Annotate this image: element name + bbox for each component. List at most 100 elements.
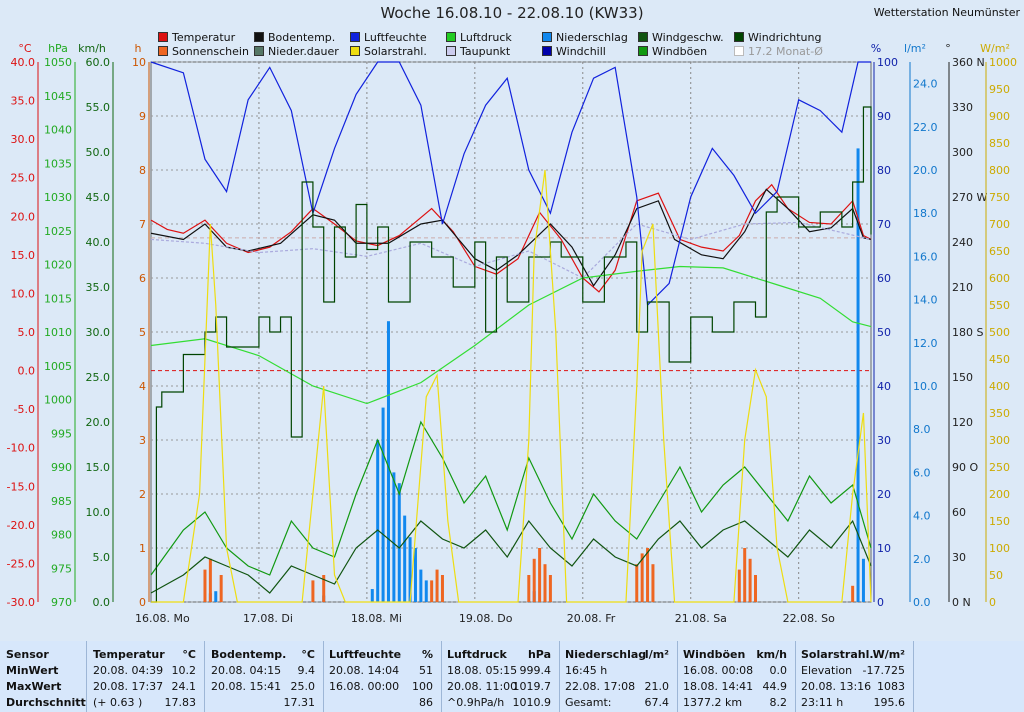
- stats-cell-value: 9.4: [297, 664, 316, 677]
- bar-Sonnenschein: [435, 569, 439, 602]
- stats-cell-label: 22.08. 17:08: [565, 680, 636, 693]
- series-Windgeschw.: [150, 519, 872, 594]
- axis-tick-wind: 50.0: [86, 146, 111, 159]
- legend-item[interactable]: Luftfeuchte: [350, 31, 427, 45]
- axis-tick-temp: -15.0: [7, 480, 35, 493]
- x-tick-label: 16.08. Mo: [135, 612, 190, 625]
- legend-item[interactable]: Sonnenschein: [158, 45, 249, 59]
- bar-Niederschlag: [408, 537, 412, 602]
- axis-tick-hours: 5: [139, 326, 146, 339]
- legend-swatch: [350, 32, 360, 42]
- legend-item[interactable]: Taupunkt: [446, 45, 510, 59]
- axis-tick-direction: 210: [952, 281, 973, 294]
- legend-swatch: [446, 46, 456, 56]
- axis-tick-solar: 850: [989, 137, 1010, 150]
- stats-cell-value: 10.2: [171, 664, 197, 677]
- axis-tick-pressure: 970: [51, 596, 72, 609]
- axis-tick-humidity: 90: [877, 110, 891, 123]
- stats-header: Niederschlag: [565, 648, 647, 661]
- stats-cell-label: 18.08. 14:41: [683, 680, 754, 693]
- axis-tick-solar: 100: [989, 542, 1010, 555]
- legend-swatch: [638, 32, 648, 42]
- axis-tick-temp: -30.0: [7, 596, 35, 609]
- stats-cell-label: 16.08. 00:00: [329, 680, 400, 693]
- stats-cell-label: 20.08. 04:39: [93, 664, 164, 677]
- legend-swatch: [158, 46, 168, 56]
- legend-item[interactable]: Windchill: [542, 45, 606, 59]
- legend-item[interactable]: Temperatur: [158, 31, 235, 45]
- axis-tick-pressure: 980: [51, 529, 72, 542]
- axis-unit-rain: l/m²: [904, 42, 926, 55]
- stats-cell-value: 1010.9: [512, 696, 552, 709]
- legend-label: 17.2 Monat-Ø: [748, 45, 823, 58]
- series-Solarstrahl.: [151, 169, 872, 603]
- stats-cell-value: 17.83: [164, 696, 197, 709]
- axis-tick-wind: 30.0: [86, 326, 111, 339]
- axis-tick-pressure: 1025: [44, 225, 72, 238]
- bar-Niederschlag: [376, 440, 380, 602]
- axis-tick-rain: 4.0: [913, 510, 931, 523]
- axis-tick-hours: 0: [139, 596, 146, 609]
- axis-tick-solar: 350: [989, 407, 1010, 420]
- axis-tick-pressure: 1035: [44, 157, 72, 170]
- bar-Niederschlag: [424, 580, 428, 602]
- stats-column: Luftdruck hPa 18.08. 05:15 999.4 20.08. 11:0…: [441, 641, 560, 712]
- axis-tick-direction: 270 W: [952, 191, 987, 204]
- stats-cell-value: 86: [419, 696, 433, 709]
- stats-unit: W/m²: [872, 648, 905, 661]
- axis-tick-hours: 9: [139, 110, 146, 123]
- bar-Sonnenschein: [203, 569, 207, 602]
- stats-cell-label: Gesamt:: [565, 696, 612, 709]
- legend-item[interactable]: Windrichtung: [734, 31, 821, 45]
- stats-unit: °C: [182, 648, 196, 661]
- axis-tick-temp: -25.0: [7, 557, 35, 570]
- axis-tick-pressure: 1005: [44, 360, 72, 373]
- stats-cell-label: 16.08. 00:08: [683, 664, 754, 677]
- axis-tick-direction: 90 O: [952, 461, 978, 474]
- axis-tick-direction: 120: [952, 416, 973, 429]
- axis-tick-solar: 300: [989, 434, 1010, 447]
- legend-item[interactable]: Windböen: [638, 45, 707, 59]
- axis-tick-wind: 40.0: [86, 236, 111, 249]
- axis-tick-temp: -10.0: [7, 442, 35, 455]
- axis-tick-solar: 950: [989, 83, 1010, 96]
- bar-Sonnenschein: [743, 548, 747, 602]
- axis-tick-temp: -5.0: [14, 403, 35, 416]
- axis-tick-rain: 20.0: [913, 164, 938, 177]
- stats-cell-value: 1019.7: [512, 680, 552, 693]
- axis-tick-wind: 0.0: [93, 596, 111, 609]
- bar-Sonnenschein: [851, 585, 855, 602]
- legend: Temperatur Sonnenschein Bodentemp. Nieder.d…: [158, 31, 878, 59]
- legend-item[interactable]: 17.2 Monat-Ø: [734, 45, 823, 59]
- axis-tick-rain: 2.0: [913, 553, 931, 566]
- axis-tick-temp: 15.0: [11, 249, 36, 262]
- series-Luftfeuchte: [150, 61, 871, 307]
- axis-tick-hours: 3: [139, 434, 146, 447]
- stats-unit: hPa: [527, 648, 551, 661]
- axis-tick-rain: 18.0: [913, 207, 938, 220]
- legend-item[interactable]: Nieder.dauer: [254, 45, 339, 59]
- bar-Sonnenschein: [646, 548, 650, 602]
- axis-tick-solar: 150: [989, 515, 1010, 528]
- chart-title: Woche 16.08.10 - 22.08.10 (KW33): [380, 4, 644, 22]
- axis-unit-temp: °C: [18, 42, 32, 55]
- stats-cell-label: ^0.9hPa/h: [447, 696, 505, 709]
- axis-tick-wind: 15.0: [86, 461, 111, 474]
- stats-header: Luftdruck: [447, 648, 507, 661]
- stats-cell-value: 195.6: [873, 696, 906, 709]
- axis-tick-hours: 10: [132, 56, 146, 69]
- bar-Sonnenschein: [311, 580, 315, 602]
- legend-item[interactable]: Windgeschw.: [638, 31, 724, 45]
- legend-label: Bodentemp.: [268, 31, 336, 44]
- legend-item[interactable]: Luftdruck: [446, 31, 512, 45]
- stats-column: Niederschlag l/m² 16:45 h 22.08. 17:08 21.0 G…: [559, 641, 678, 712]
- axis-tick-rain: 6.0: [913, 466, 931, 479]
- bar-Niederschlag: [413, 548, 417, 602]
- stats-cell-value: 51: [419, 664, 433, 677]
- legend-item[interactable]: Solarstrahl.: [350, 45, 427, 59]
- axis-tick-rain: 16.0: [913, 250, 938, 263]
- axis-tick-humidity: 100: [877, 56, 898, 69]
- legend-item[interactable]: Bodentemp.: [254, 31, 335, 45]
- legend-item[interactable]: Niederschlag: [542, 31, 628, 45]
- stats-column: Sensor MinWert MaxWert Durchschnitt: [0, 641, 87, 712]
